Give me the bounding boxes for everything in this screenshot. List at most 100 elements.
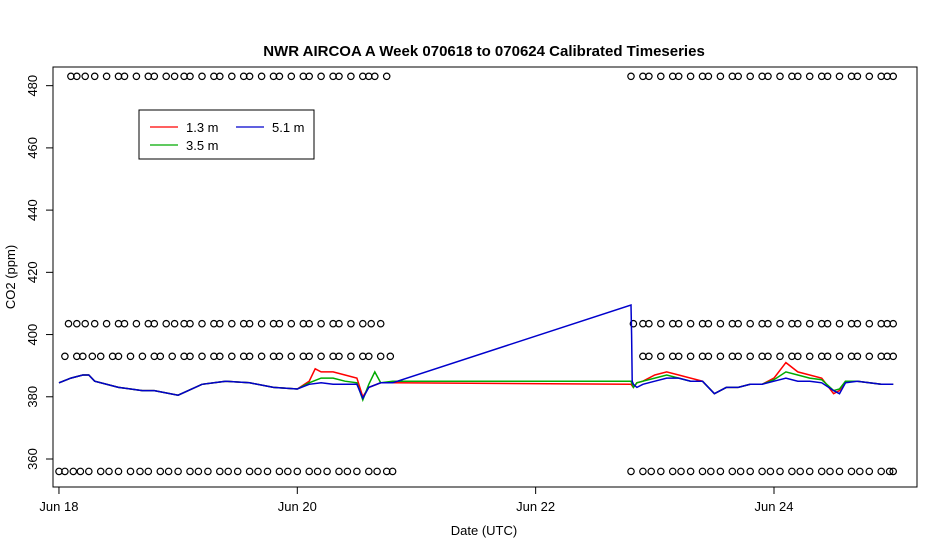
flag-marker-1-7 xyxy=(132,319,141,328)
flag-marker-3-49 xyxy=(758,467,766,476)
flag-marker-3-5 xyxy=(96,467,105,476)
flag-marker-3-23 xyxy=(275,467,284,476)
flag-marker-2-13 xyxy=(186,352,194,361)
flag-marker-2-20 xyxy=(257,352,266,361)
x-axis-label: Date (UTC) xyxy=(451,523,517,538)
flag-marker-3-6 xyxy=(105,467,113,476)
flag-marker-3-55 xyxy=(817,467,826,476)
y-tick-label-4: 440 xyxy=(25,199,40,221)
x-tick-label-0: Jun 18 xyxy=(39,499,78,514)
flag-markers xyxy=(55,72,898,476)
flag-marker-3-57 xyxy=(835,467,844,476)
flag-marker-2-39 xyxy=(686,352,695,361)
flag-marker-2-3 xyxy=(88,352,97,361)
flag-marker-2-26 xyxy=(317,352,325,361)
flag-marker-2-60 xyxy=(889,352,898,361)
flag-marker-0-48 xyxy=(764,72,772,81)
flag-marker-2-57 xyxy=(865,352,874,361)
flag-marker-0-39 xyxy=(674,72,683,81)
flag-marker-0-34 xyxy=(627,72,635,81)
flag-marker-3-63 xyxy=(889,467,898,476)
flag-marker-2-11 xyxy=(168,352,177,361)
flag-marker-0-42 xyxy=(704,72,713,81)
flag-marker-2-50 xyxy=(793,352,802,361)
flag-marker-3-50 xyxy=(766,467,775,476)
flag-marker-2-42 xyxy=(716,352,725,361)
flag-marker-1-17 xyxy=(228,319,236,328)
flag-marker-3-14 xyxy=(186,467,194,476)
flag-marker-2-54 xyxy=(835,352,844,361)
flag-marker-2-0 xyxy=(61,352,69,361)
flag-marker-1-22 xyxy=(275,319,284,328)
flag-marker-3-48 xyxy=(746,467,755,476)
flag-marker-1-11 xyxy=(170,319,179,328)
flag-marker-3-22 xyxy=(263,467,272,476)
flag-marker-0-3 xyxy=(90,72,99,81)
flag-marker-0-55 xyxy=(835,72,844,81)
flag-marker-2-4 xyxy=(96,352,105,361)
series-lines xyxy=(58,303,894,403)
flag-marker-2-38 xyxy=(674,352,683,361)
legend-label-1: 5.1 m xyxy=(272,120,305,135)
flag-marker-0-26 xyxy=(317,72,325,81)
series-line-1 xyxy=(58,370,894,403)
flag-marker-3-13 xyxy=(174,467,182,476)
flag-marker-3-20 xyxy=(245,467,254,476)
flag-marker-1-39 xyxy=(686,319,695,328)
flag-marker-1-48 xyxy=(776,319,784,328)
flag-marker-0-28 xyxy=(335,72,343,81)
flag-marker-3-32 xyxy=(364,467,373,476)
flag-marker-1-16 xyxy=(216,319,224,328)
flag-marker-2-31 xyxy=(364,352,373,361)
flag-marker-2-48 xyxy=(776,352,784,361)
flag-marker-2-41 xyxy=(704,352,713,361)
flag-marker-2-14 xyxy=(198,352,206,361)
flag-marker-1-38 xyxy=(674,319,683,328)
flag-marker-0-11 xyxy=(170,72,179,81)
flag-marker-0-54 xyxy=(823,72,832,81)
legend: 1.3 m 5.1 m 3.5 m xyxy=(138,109,315,160)
flag-marker-1-6 xyxy=(120,319,129,328)
flag-marker-0-37 xyxy=(656,72,665,81)
y-tick-label-2: 400 xyxy=(25,324,40,346)
x-tick-label-3: Jun 24 xyxy=(754,499,793,514)
flag-marker-3-46 xyxy=(728,467,737,476)
flag-marker-3-21 xyxy=(254,467,262,476)
flag-marker-0-25 xyxy=(305,72,314,81)
flag-marker-2-2 xyxy=(79,352,87,361)
flag-marker-1-45 xyxy=(746,319,755,328)
flag-marker-0-4 xyxy=(102,72,111,81)
flag-marker-3-10 xyxy=(144,467,153,476)
flag-marker-1-26 xyxy=(317,319,325,328)
flag-marker-0-43 xyxy=(716,72,725,81)
flag-marker-1-30 xyxy=(358,319,367,328)
flag-marker-3-56 xyxy=(826,467,834,476)
flag-marker-3-35 xyxy=(388,467,397,476)
flag-marker-0-9 xyxy=(150,72,159,81)
flag-marker-2-51 xyxy=(805,352,814,361)
flag-marker-1-47 xyxy=(764,319,772,328)
flag-marker-2-32 xyxy=(376,352,385,361)
flag-marker-0-20 xyxy=(257,72,266,81)
flag-marker-3-26 xyxy=(305,467,314,476)
flag-marker-0-33 xyxy=(382,72,391,81)
flag-marker-2-10 xyxy=(156,352,165,361)
flag-marker-0-14 xyxy=(198,72,206,81)
flag-marker-3-1 xyxy=(61,467,69,476)
flag-marker-1-10 xyxy=(162,319,171,328)
flag-marker-3-7 xyxy=(114,467,123,476)
flag-marker-1-53 xyxy=(823,319,832,328)
flag-marker-0-51 xyxy=(793,72,802,81)
flag-marker-3-4 xyxy=(85,467,93,476)
flag-marker-3-12 xyxy=(164,467,173,476)
flag-marker-2-22 xyxy=(275,352,284,361)
flag-marker-3-3 xyxy=(76,467,85,476)
flag-marker-3-45 xyxy=(716,467,725,476)
flag-marker-1-44 xyxy=(734,319,743,328)
flag-marker-1-41 xyxy=(704,319,713,328)
flag-marker-1-28 xyxy=(335,319,343,328)
flag-marker-1-29 xyxy=(347,319,355,328)
flag-marker-2-35 xyxy=(645,352,653,361)
flag-marker-0-61 xyxy=(889,72,898,81)
